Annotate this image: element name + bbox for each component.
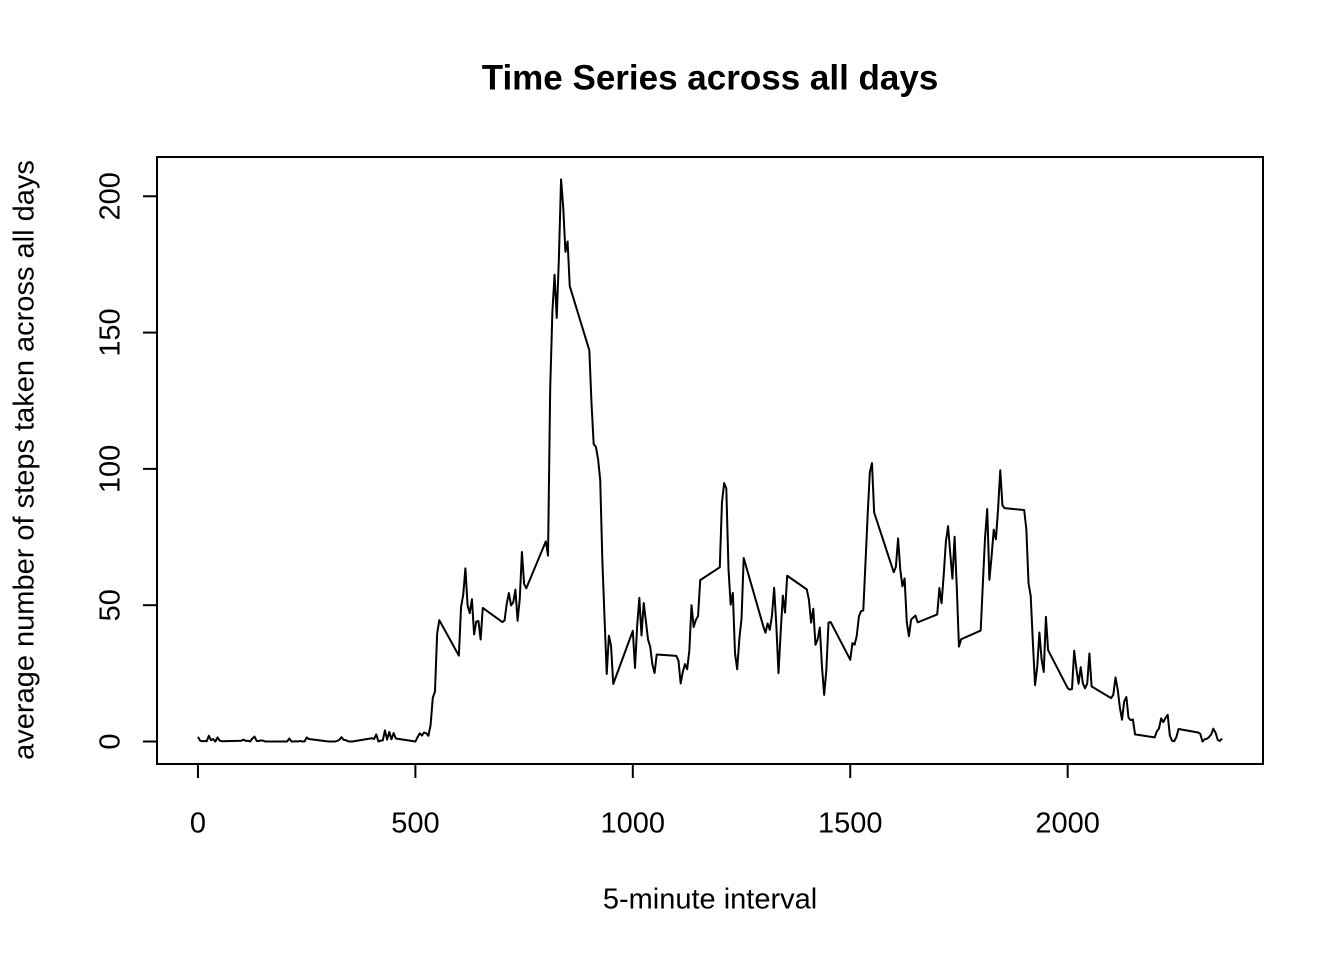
- y-axis-label: average number of steps taken across all…: [9, 160, 41, 760]
- y-tick-label: 50: [95, 589, 127, 621]
- x-tick-label: 500: [391, 808, 439, 840]
- y-tick-label: 200: [95, 172, 127, 220]
- y-tick-label: 0: [95, 733, 127, 749]
- chart-title: Time Series across all days: [482, 58, 939, 97]
- x-tick-label: 2000: [1035, 808, 1100, 840]
- y-tick-label: 100: [95, 445, 127, 493]
- data-line: [197, 178, 1223, 743]
- y-tick-label: 150: [95, 308, 127, 356]
- x-tick-label: 1500: [818, 808, 883, 840]
- x-axis-label: 5-minute interval: [603, 884, 817, 916]
- x-tick-label: 0: [190, 808, 206, 840]
- x-tick-label: 1000: [601, 808, 666, 840]
